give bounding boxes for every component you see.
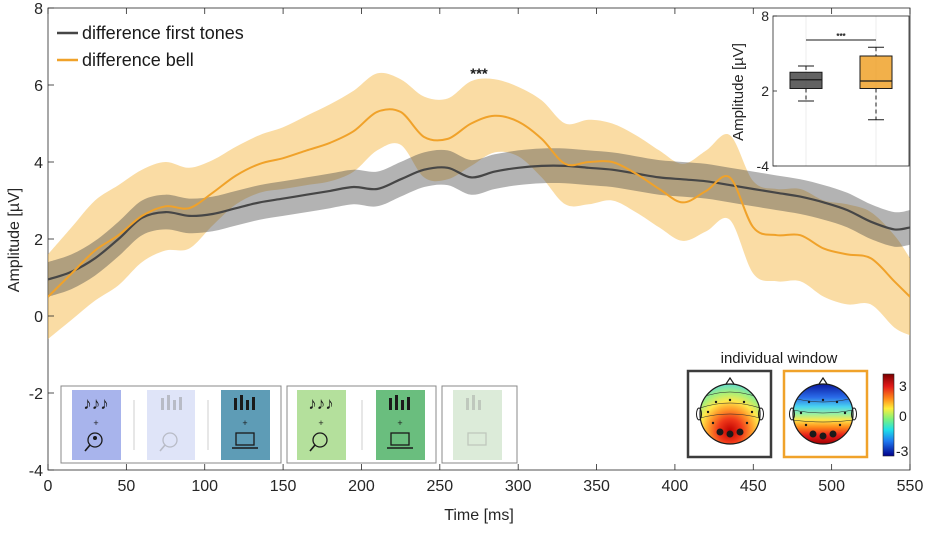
series-line-difference-first-tones bbox=[48, 164, 910, 281]
electrodes-icon bbox=[706, 398, 754, 438]
colorbar-tick: -3 bbox=[896, 443, 909, 459]
topomap-bell bbox=[793, 384, 853, 444]
topography: individual window bbox=[686, 350, 909, 459]
faded-laptop-icon bbox=[467, 432, 487, 446]
y-tick-label: 4 bbox=[34, 155, 43, 172]
x-tick-label: 550 bbox=[897, 478, 924, 495]
city-icon bbox=[389, 395, 410, 410]
colorbar bbox=[882, 373, 895, 457]
stimulus-panel-faded-listener bbox=[147, 390, 195, 460]
city-icon bbox=[234, 395, 255, 410]
faded-listener-icon bbox=[162, 432, 178, 448]
stimulus-panel-notes-listener-green bbox=[297, 390, 346, 460]
svg-text:+: + bbox=[318, 418, 323, 428]
y-tick-label: -2 bbox=[29, 386, 43, 403]
x-tick-label: 200 bbox=[348, 478, 375, 495]
x-tick-label: 150 bbox=[270, 478, 297, 495]
x-tick-label: 450 bbox=[740, 478, 767, 495]
inset-y-axis-label: Amplitude [µV] bbox=[730, 43, 747, 141]
box-difference-first-tones bbox=[789, 71, 823, 89]
topography-title: individual window bbox=[721, 350, 838, 367]
laptop-icon bbox=[235, 432, 255, 446]
listener-icon bbox=[312, 432, 328, 448]
x-tick-label: 300 bbox=[505, 478, 532, 495]
svg-text:+: + bbox=[397, 418, 402, 428]
legend-label-difference-first-tones: difference first tones bbox=[82, 23, 244, 43]
nose-icon bbox=[818, 376, 828, 385]
inset-y-tick-label: 2 bbox=[761, 83, 769, 99]
series-line-difference-bell bbox=[48, 108, 910, 298]
y-tick-label: 6 bbox=[34, 78, 43, 95]
music-notes-icon: ♪♪♪ bbox=[308, 394, 334, 413]
band-difference-bell bbox=[48, 72, 910, 340]
x-tick-label: 50 bbox=[117, 478, 135, 495]
x-tick-label: 400 bbox=[662, 478, 689, 495]
y-tick-label: -4 bbox=[29, 463, 43, 480]
y-tick-label: 2 bbox=[34, 232, 43, 249]
x-tick-label: 500 bbox=[818, 478, 845, 495]
y-tick-label: 8 bbox=[34, 1, 43, 18]
colorbar-tick: 0 bbox=[899, 408, 907, 424]
x-axis-label: Time [ms] bbox=[444, 507, 514, 524]
music-notes-icon: ♪♪♪ bbox=[83, 394, 109, 413]
stimulus-panel-faded-green bbox=[453, 390, 502, 460]
colorbar-tick: 3 bbox=[899, 378, 907, 394]
x-tick-label: 100 bbox=[191, 478, 218, 495]
legend: difference first tones difference bell bbox=[57, 23, 244, 70]
stimulus-panel-notes-listener bbox=[72, 390, 121, 460]
laptop-icon bbox=[390, 432, 410, 446]
plus-icon: + bbox=[93, 418, 98, 428]
inset-significance-label: *** bbox=[836, 32, 846, 41]
y-tick-label: 0 bbox=[34, 309, 43, 326]
x-tick-label: 250 bbox=[426, 478, 453, 495]
y-axis-label: Amplitude [µV] bbox=[6, 188, 23, 292]
box-difference-bell bbox=[859, 55, 893, 89]
significance-annotation: *** bbox=[470, 65, 488, 82]
x-tick-label: 350 bbox=[583, 478, 610, 495]
x-tick-label: 0 bbox=[44, 478, 53, 495]
inset-boxplot: -4 2 8 Amplitude [µV] *** bbox=[730, 8, 910, 174]
inset-y-tick-label: -4 bbox=[757, 158, 770, 174]
electrodes-icon bbox=[799, 398, 847, 440]
stimulus-panels: ♪♪♪ + + ♪♪♪ + bbox=[60, 385, 518, 464]
inset-y-tick-label: 8 bbox=[761, 8, 769, 24]
listener-icon bbox=[87, 432, 103, 448]
nose-icon bbox=[725, 376, 735, 385]
band-difference-first-tones bbox=[48, 148, 910, 297]
legend-label-difference-bell: difference bell bbox=[82, 50, 194, 70]
svg-text:+: + bbox=[242, 418, 247, 428]
